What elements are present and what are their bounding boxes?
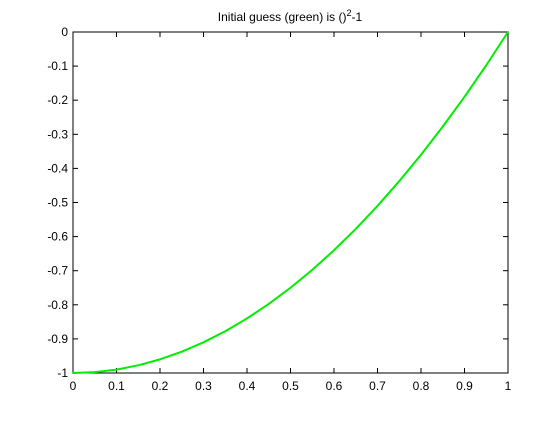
y-tick-label: -0.8 [47,298,68,312]
chart-title-main: Initial guess (green) is () [218,10,347,24]
x-tick-label: 0.9 [456,379,473,393]
axes [72,31,509,374]
series-line [72,31,509,374]
x-tick-label: 0 [70,379,77,393]
y-tick-label: -0.6 [47,230,68,244]
y-tick-label: -1 [57,366,68,380]
plot-area-box [72,31,509,374]
x-tick-label: 1 [505,379,512,393]
x-tick-label: 0.3 [195,379,212,393]
x-tick-label: 0.6 [326,379,343,393]
y-tick-label: -0.2 [47,93,68,107]
x-tick-label: 0.8 [413,379,430,393]
axis-tick-labels: 0 0.1 0.2 0.3 0.4 0.5 0.6 0.7 0.8 0.9 1 0 -0.1 -0.2 -0… [47,25,511,393]
x-tick-label: 0.5 [282,379,299,393]
x-tick-label: 0.1 [108,379,125,393]
y-tick-label: 0 [61,25,68,39]
y-tick-label: -0.4 [47,161,68,175]
x-tick-label: 0.4 [239,379,256,393]
y-tick-label: -0.9 [47,332,68,346]
y-tick-label: -0.3 [47,127,68,141]
x-tick-label: 0.7 [369,379,386,393]
y-tick-label: -0.7 [47,264,68,278]
chart-title-superscript: 2 [347,8,352,18]
data-series [72,31,509,374]
y-tick-label: -0.1 [47,59,68,73]
chart-title-suffix: -1 [352,10,363,24]
y-tick-label: -0.5 [47,196,68,210]
chart-title: Initial guess (green) is ()2-1 [218,8,363,24]
x-tick-label: 0.2 [152,379,169,393]
